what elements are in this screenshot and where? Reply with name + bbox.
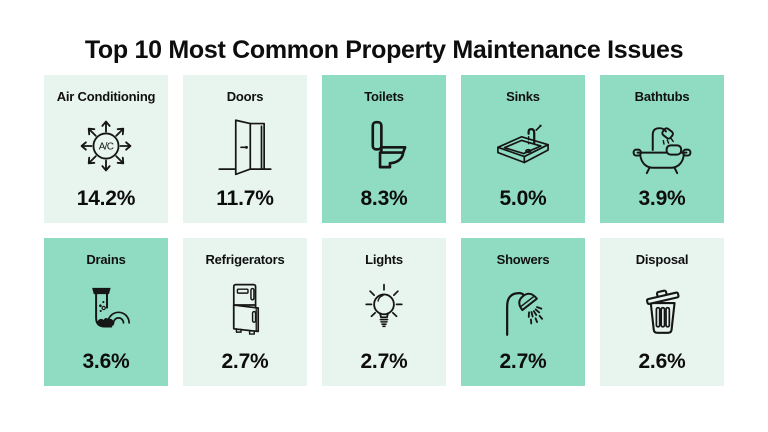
- card-value: 11.7%: [216, 187, 274, 210]
- card-title: Showers: [496, 252, 550, 267]
- shower-head-icon: [490, 267, 556, 350]
- card-bathtubs: Bathtubs 3.9%: [600, 75, 724, 223]
- card-value: 5.0%: [499, 187, 547, 210]
- card-lights: Lights 2.7%: [322, 238, 446, 386]
- card-value: 2.7%: [360, 350, 408, 373]
- card-title: Air Conditioning: [56, 89, 156, 104]
- sink-icon: [490, 104, 556, 187]
- card-value: 8.3%: [360, 187, 408, 210]
- card-disposal: Disposal 2.6%: [600, 238, 724, 386]
- bathtub-icon: [629, 104, 695, 187]
- refrigerator-icon: [212, 267, 278, 350]
- open-door-icon: [212, 104, 278, 187]
- card-title: Doors: [226, 89, 264, 104]
- card-drains: Drains 3.6%: [44, 238, 168, 386]
- toilet-icon: [351, 104, 417, 187]
- card-refrigerators: Refrigerators 2.7%: [183, 238, 307, 386]
- page-title: Top 10 Most Common Property Maintenance …: [84, 35, 684, 64]
- trash-can-icon: [629, 267, 695, 350]
- card-air-conditioning: Air Conditioning A/C 14.2%: [44, 75, 168, 223]
- card-title: Refrigerators: [205, 252, 285, 267]
- card-title: Lights: [365, 252, 403, 267]
- card-title: Bathtubs: [634, 89, 690, 104]
- ac-icon-text: A/C: [99, 141, 114, 152]
- card-grid: Air Conditioning A/C 14.2% Doors: [44, 75, 724, 386]
- card-value: 14.2%: [76, 187, 136, 210]
- card-value: 2.6%: [638, 350, 686, 373]
- card-value: 3.6%: [82, 350, 130, 373]
- card-doors: Doors 11.7%: [183, 75, 307, 223]
- card-title: Toilets: [364, 89, 404, 104]
- card-title: Drains: [86, 252, 126, 267]
- card-title: Sinks: [506, 89, 540, 104]
- light-bulb-icon: [351, 267, 417, 350]
- card-sinks: Sinks 5.0%: [461, 75, 585, 223]
- card-value: 3.9%: [638, 187, 686, 210]
- card-showers: Showers 2.7%: [461, 238, 585, 386]
- card-title: Disposal: [635, 252, 689, 267]
- air-conditioner-icon: A/C: [73, 104, 139, 187]
- clogged-drain-icon: [73, 267, 139, 350]
- card-value: 2.7%: [499, 350, 547, 373]
- card-toilets: Toilets 8.3%: [322, 75, 446, 223]
- card-value: 2.7%: [221, 350, 269, 373]
